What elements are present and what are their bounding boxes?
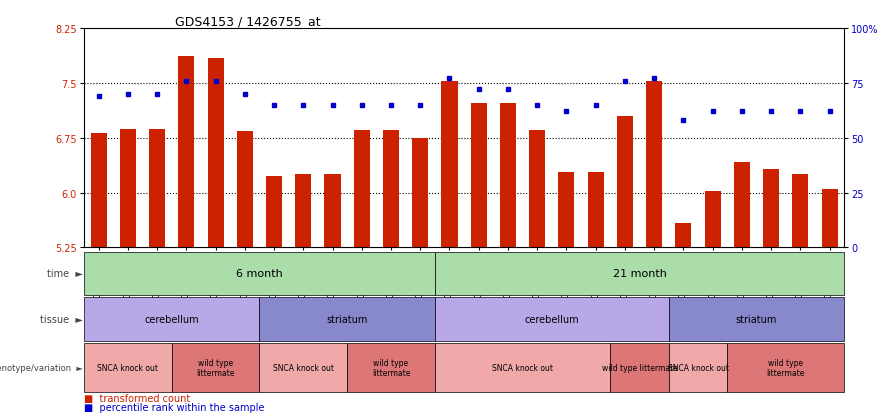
Bar	[347, 343, 435, 392]
Text: striatum: striatum	[735, 314, 777, 324]
Text: wild type
littermate: wild type littermate	[766, 358, 805, 377]
Bar	[669, 343, 728, 392]
Bar	[646, 82, 662, 248]
Bar	[435, 252, 844, 295]
Bar	[675, 224, 691, 248]
Bar	[84, 297, 259, 341]
Bar	[324, 175, 340, 248]
Bar	[208, 59, 224, 248]
Bar	[728, 343, 844, 392]
Bar	[734, 162, 750, 248]
Text: SNCA knock out: SNCA knock out	[492, 363, 553, 372]
Bar	[259, 297, 435, 341]
Bar	[383, 131, 399, 248]
Bar	[237, 132, 253, 248]
Bar	[435, 297, 669, 341]
Bar	[821, 190, 838, 248]
Bar	[435, 343, 610, 392]
Text: striatum: striatum	[326, 314, 368, 324]
Text: SNCA knock out: SNCA knock out	[667, 363, 728, 372]
Bar	[84, 343, 171, 392]
Bar	[500, 104, 516, 248]
Bar	[90, 133, 107, 248]
Bar	[669, 297, 844, 341]
Text: 21 month: 21 month	[613, 268, 667, 279]
Bar	[171, 343, 259, 392]
Text: genotype/variation  ►: genotype/variation ►	[0, 363, 82, 372]
Bar	[792, 175, 808, 248]
Bar	[120, 130, 136, 248]
Text: wild type
littermate: wild type littermate	[372, 358, 410, 377]
Bar	[763, 170, 779, 248]
Bar	[559, 173, 575, 248]
Text: 6 month: 6 month	[236, 268, 283, 279]
Text: GDS4153 / 1426755_at: GDS4153 / 1426755_at	[175, 15, 321, 28]
Bar	[354, 131, 370, 248]
Text: cerebellum: cerebellum	[524, 314, 579, 324]
Text: cerebellum: cerebellum	[144, 314, 199, 324]
Bar	[610, 343, 669, 392]
Bar	[588, 173, 604, 248]
Bar	[470, 104, 487, 248]
Text: wild type
littermate: wild type littermate	[196, 358, 235, 377]
Bar	[441, 82, 458, 248]
Bar	[259, 343, 347, 392]
Bar	[412, 138, 428, 248]
Bar	[617, 116, 633, 248]
Text: ■  transformed count: ■ transformed count	[84, 393, 190, 403]
Text: SNCA knock out: SNCA knock out	[97, 363, 158, 372]
Bar	[295, 175, 311, 248]
Bar	[705, 192, 720, 248]
Bar	[149, 130, 165, 248]
Text: tissue  ►: tissue ►	[40, 314, 82, 324]
Text: time  ►: time ►	[47, 268, 82, 279]
Bar	[84, 252, 435, 295]
Text: SNCA knock out: SNCA knock out	[273, 363, 334, 372]
Bar	[179, 57, 194, 248]
Text: wild type littermate: wild type littermate	[602, 363, 677, 372]
Text: ■  percentile rank within the sample: ■ percentile rank within the sample	[84, 402, 264, 412]
Bar	[530, 131, 545, 248]
Bar	[266, 177, 282, 248]
